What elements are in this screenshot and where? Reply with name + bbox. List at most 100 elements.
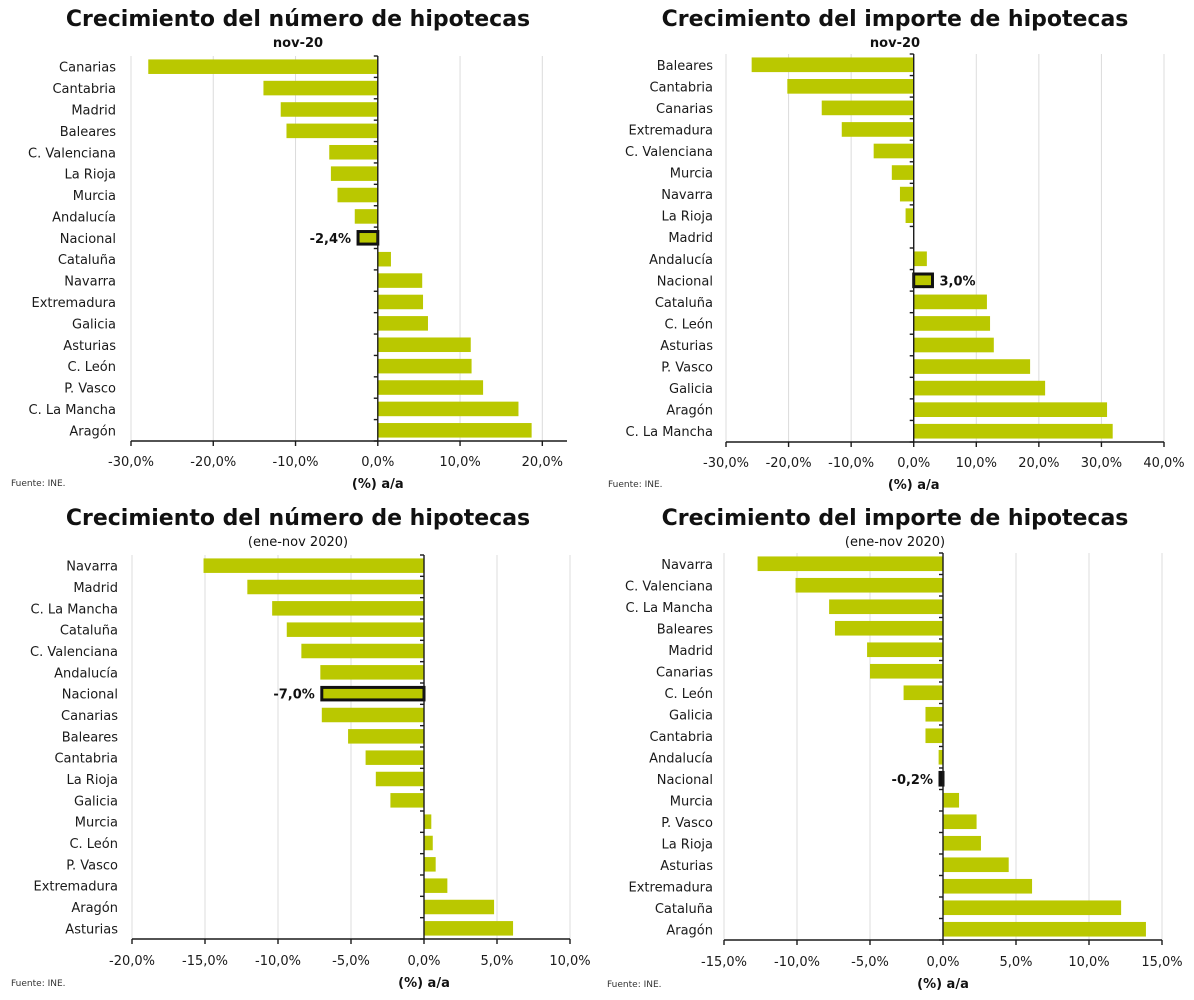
category-label: C. La Mancha (626, 601, 713, 616)
bar (834, 620, 943, 636)
bar (377, 294, 424, 310)
category-label: Cataluña (655, 902, 713, 917)
category-label: C. Valenciana (30, 645, 118, 660)
category-label: C. León (67, 360, 116, 375)
x-axis-label: (%) a/a (398, 976, 450, 991)
bar (913, 402, 1108, 417)
category-label: Cataluña (655, 296, 713, 311)
category-label: Canarias (656, 102, 713, 117)
bar (943, 857, 1009, 873)
category-label: La Rioja (64, 168, 116, 183)
chart-svg: Crecimiento del número de hipotecas nov-2… (11, 7, 567, 492)
category-label: C. León (664, 687, 713, 702)
bar (263, 80, 378, 96)
bar (301, 643, 424, 659)
category-label: Baleares (657, 59, 714, 74)
chart-subtitle: (ene-nov 2020) (248, 535, 348, 550)
chart-numero-nov20: Crecimiento del número de hipotecas nov-2… (0, 0, 597, 500)
category-label: Asturias (660, 339, 713, 354)
category-label: Extremadura (34, 880, 119, 895)
chart-importe-nov20: Crecimiento del importe de hipotecas nov-… (597, 0, 1194, 500)
category-label: Nacional (657, 773, 713, 788)
category-label: Andalucía (52, 210, 116, 225)
bar-highlight-nacional (912, 272, 934, 289)
bar (329, 144, 378, 160)
bar (925, 706, 943, 722)
bar (899, 186, 914, 202)
category-label: Aragón (666, 404, 713, 419)
data-label-nacional: -7,0% (273, 688, 314, 703)
bar (938, 749, 943, 765)
x-axis-label: (%) a/a (917, 977, 969, 992)
bar (867, 642, 943, 658)
x-tick-label: 20,0% (1018, 456, 1059, 471)
category-label: Cantabria (649, 730, 713, 745)
x-tick-label: -10,0% (774, 955, 820, 970)
x-tick-label: 20,0% (522, 455, 563, 470)
category-label: Galicia (669, 382, 713, 397)
category-label: Cataluña (58, 253, 116, 268)
bar (377, 401, 519, 417)
category-label: P. Vasco (66, 858, 118, 873)
x-tick-label: 5,0% (480, 954, 513, 969)
bar (943, 814, 977, 830)
category-label: Murcia (75, 816, 118, 831)
category-label: Nacional (60, 232, 116, 247)
chart-title: Crecimiento del importe de hipotecas (662, 7, 1129, 32)
category-label: Extremadura (32, 296, 117, 311)
category-label: Madrid (73, 581, 118, 596)
x-tick-label: 10,0% (956, 456, 997, 471)
category-label: Asturias (65, 922, 118, 937)
bar (377, 273, 423, 288)
data-label-nacional: -2,4% (310, 232, 351, 247)
bar (377, 423, 532, 438)
category-label: C. León (664, 317, 713, 332)
bar (247, 579, 424, 595)
category-label: Nacional (657, 274, 713, 289)
bar (841, 122, 914, 137)
x-tick-label: -5,0% (332, 954, 370, 969)
category-label: Galicia (74, 794, 118, 809)
x-tick-label: -30,0% (108, 455, 154, 470)
category-label: La Rioja (66, 773, 118, 788)
category-label: Extremadura (629, 123, 714, 138)
category-label: Murcia (670, 167, 713, 182)
category-label: Cantabria (52, 82, 116, 97)
x-tick-label: -20,0% (109, 954, 155, 969)
chart-svg: Crecimiento del número de hipotecas (ene-… (11, 506, 591, 991)
category-label: Canarias (656, 665, 713, 680)
bar (757, 556, 943, 572)
x-axis-label: (%) a/a (888, 478, 940, 493)
chart-subtitle: nov-20 (273, 36, 323, 51)
bar (873, 143, 914, 159)
source-note: Fuente: INE. (11, 979, 66, 989)
category-label: Cantabria (649, 80, 713, 95)
bar (913, 251, 927, 267)
bar (913, 380, 1046, 396)
bar (272, 601, 424, 616)
bar (377, 251, 391, 267)
category-label: C. La Mancha (626, 425, 713, 440)
category-label: C. Valenciana (625, 145, 713, 160)
chart-subtitle: nov-20 (870, 36, 920, 51)
x-tick-label: 30,0% (1081, 456, 1122, 471)
bar (821, 100, 914, 116)
bar (203, 558, 424, 573)
category-label: Aragón (69, 424, 116, 439)
chart-subtitle: (ene-nov 2020) (845, 535, 945, 550)
bar (337, 187, 378, 203)
source-note: Fuente: INE. (11, 479, 66, 489)
bar (424, 878, 448, 893)
category-label: C. Valenciana (28, 146, 116, 161)
x-tick-label: -5,0% (851, 955, 889, 970)
x-tick-label: -15,0% (182, 954, 228, 969)
x-tick-label: 15,0% (1141, 955, 1182, 970)
bar (280, 102, 378, 117)
category-label: La Rioja (661, 837, 713, 852)
bar (943, 900, 1122, 916)
category-label: Aragón (666, 923, 713, 938)
chart-svg: Crecimiento del importe de hipotecas (ene… (607, 506, 1183, 992)
category-label: Asturias (63, 339, 116, 354)
category-label: Madrid (71, 103, 116, 118)
category-label: P. Vasco (661, 361, 713, 376)
